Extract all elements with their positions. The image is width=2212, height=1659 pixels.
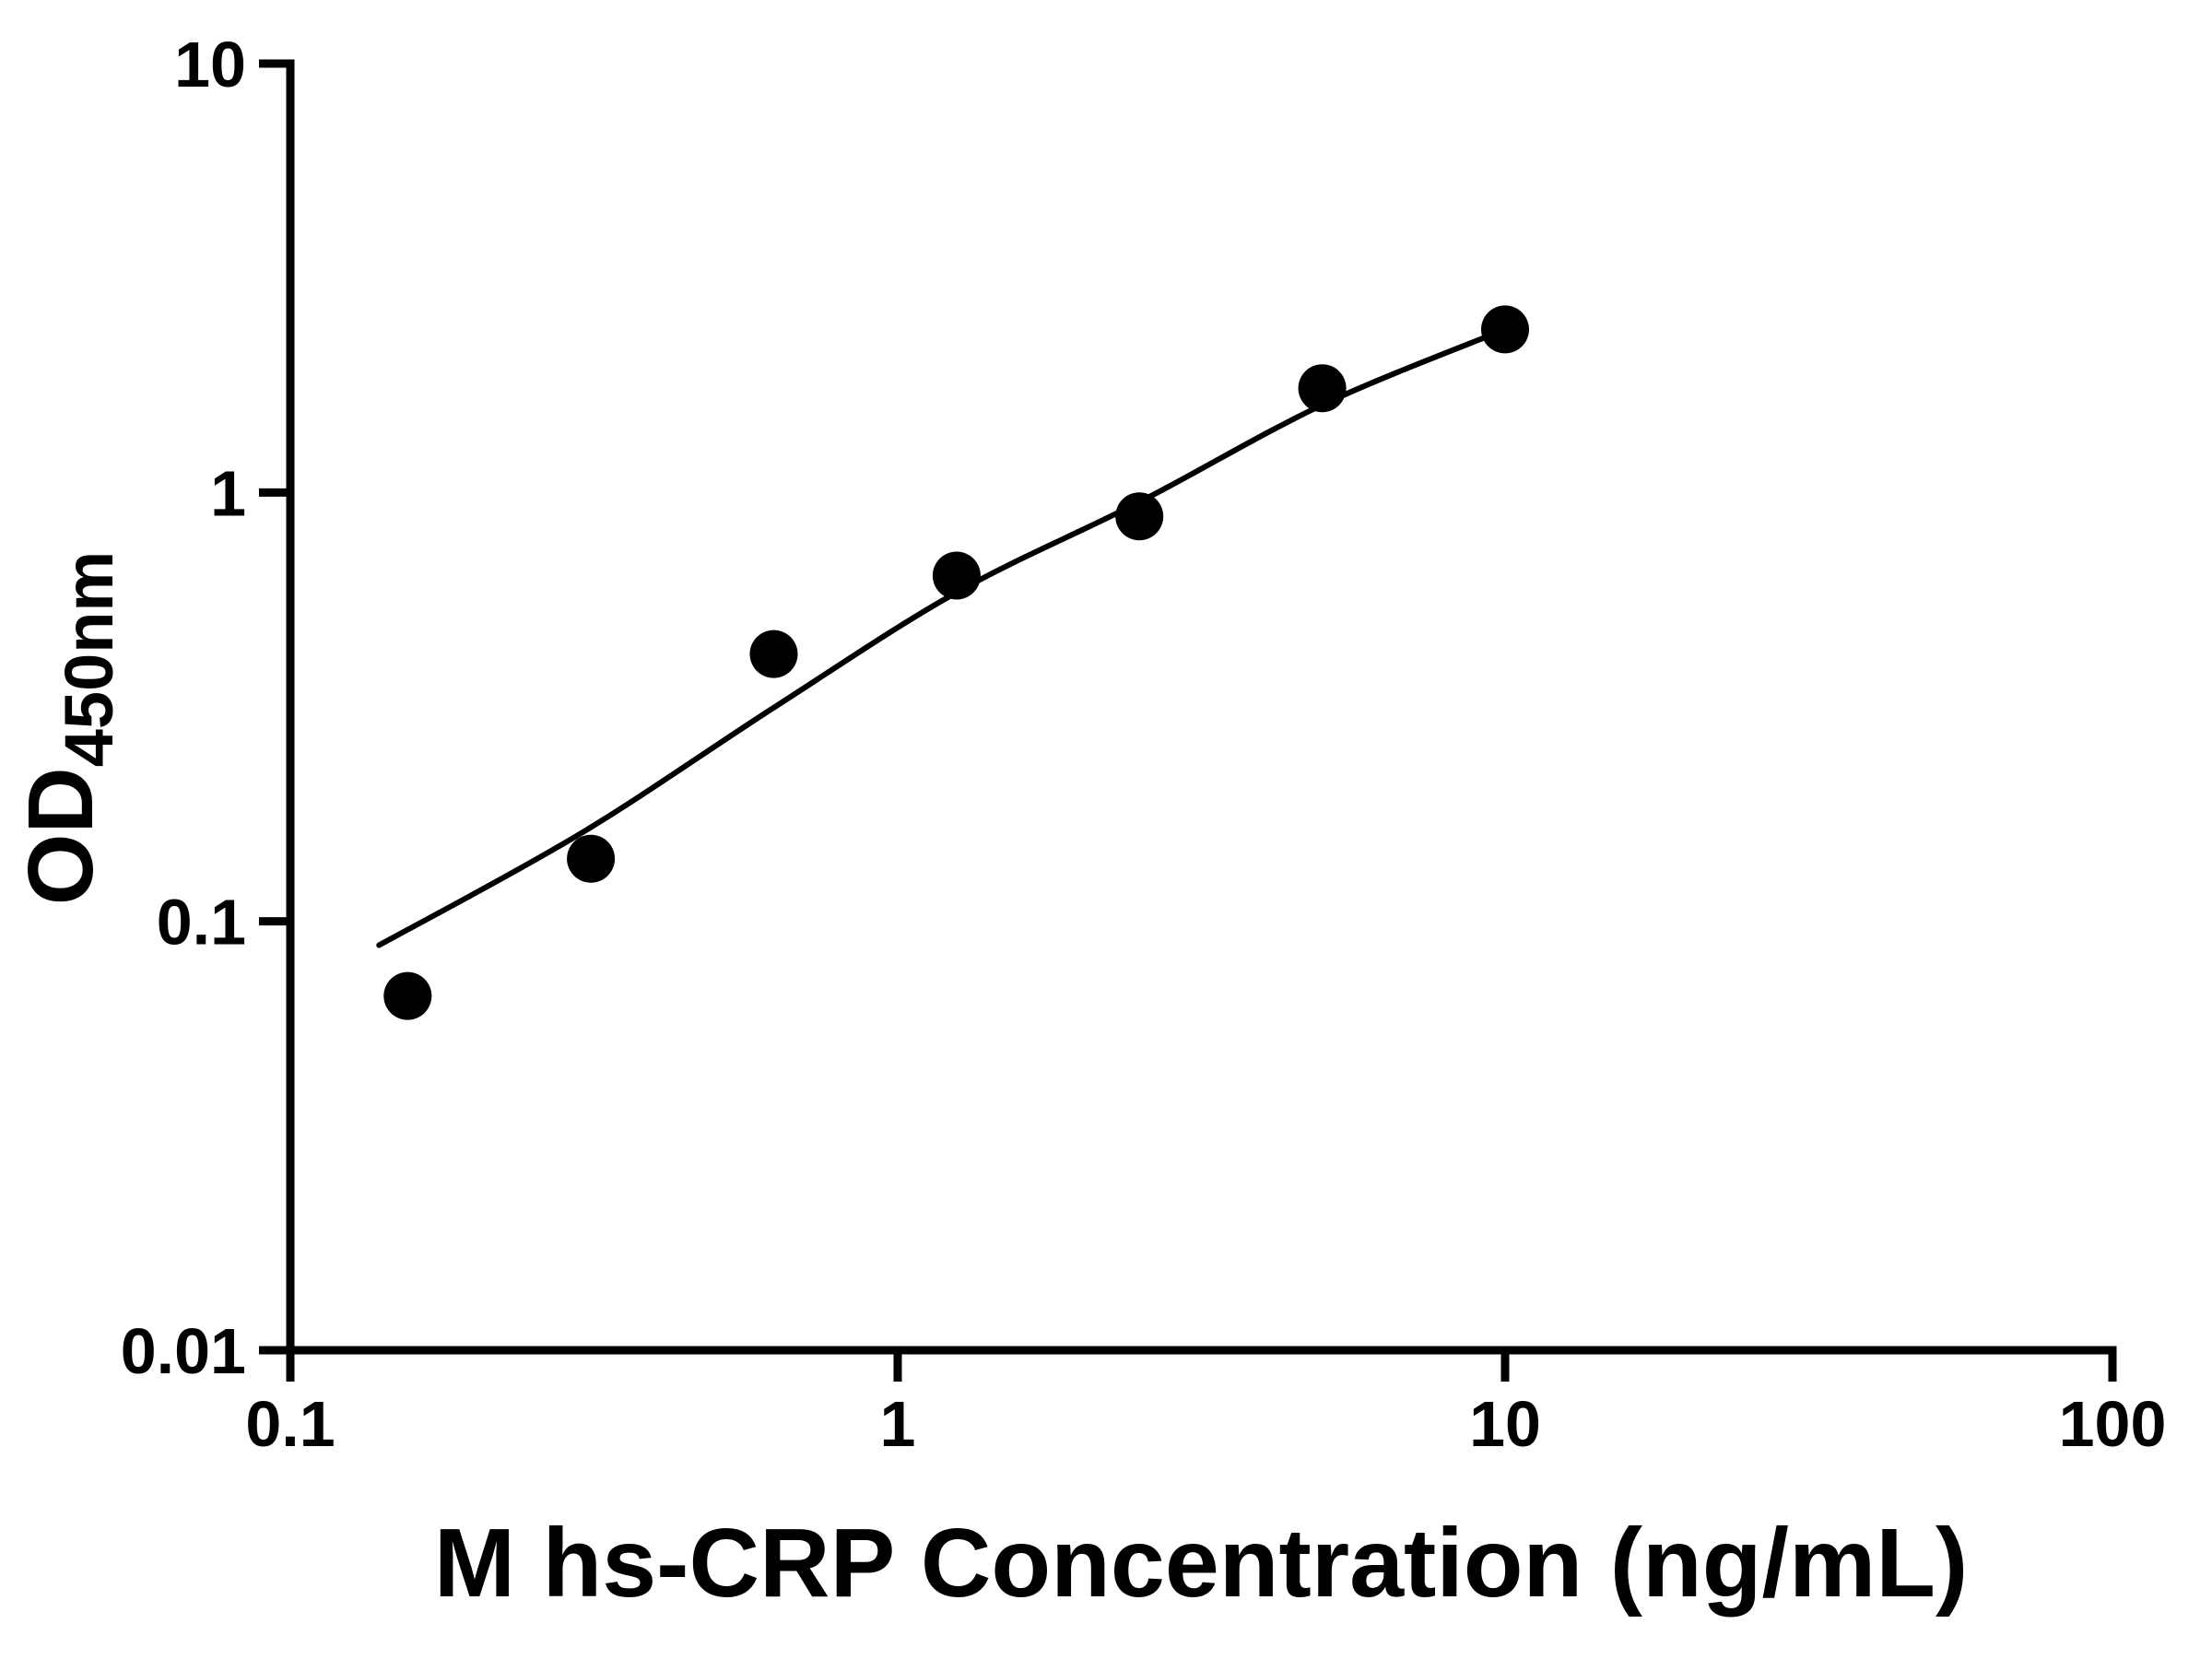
x-tick-label: 0.1 — [245, 1388, 335, 1460]
y-axis-title: OD450nm — [9, 551, 127, 905]
fit-curve — [376, 326, 1508, 948]
x-tick-label: 100 — [2059, 1388, 2167, 1460]
data-point — [1481, 305, 1529, 354]
data-series — [376, 305, 1529, 1020]
x-tick-label: 10 — [1469, 1388, 1541, 1460]
y-tick-label: 10 — [174, 29, 246, 100]
y-tick-label: 0.01 — [121, 1315, 246, 1387]
data-point — [383, 971, 432, 1020]
y-axis-title-main: OD — [9, 767, 112, 905]
y-tick-label: 1 — [210, 457, 246, 529]
data-point — [1298, 364, 1347, 413]
data-point — [1115, 492, 1164, 541]
x-axis-title: M hs-CRP Concentration (ng/mL) — [434, 1509, 1969, 1618]
axis-frame — [286, 59, 2117, 1355]
data-point — [749, 629, 798, 678]
x-tick-label: 1 — [880, 1388, 916, 1460]
y-axis-title-subscript: 450nm — [51, 551, 127, 767]
data-point — [567, 834, 616, 883]
y-tick-label: 0.1 — [157, 887, 246, 959]
data-point — [932, 551, 981, 600]
